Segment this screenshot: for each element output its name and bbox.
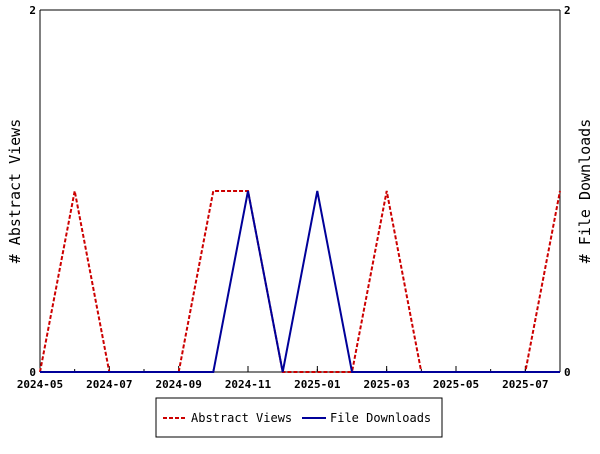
y-left-tick-label: 2 (29, 4, 36, 17)
x-tick-label: 2024-11 (225, 378, 272, 391)
x-tick-label: 2025-05 (433, 378, 479, 391)
x-tick-label: 2025-03 (363, 378, 409, 391)
legend-label-file-downloads: File Downloads (330, 411, 431, 425)
x-tick-label: 2025-01 (294, 378, 341, 391)
legend: Abstract Views File Downloads (155, 397, 443, 438)
series-lines (39, 190, 561, 373)
y-axis-left-label: # Abstract Views (6, 119, 24, 264)
series-line-file-downloads (40, 190, 560, 373)
y-right-tick-label: 2 (564, 4, 571, 17)
ticks: 2024-05 2024-07 2024-09 2024-11 2025-01 2025-… (17, 4, 571, 391)
x-tick-label: 2024-05 (17, 378, 63, 391)
x-tick-label: 2024-07 (86, 378, 132, 391)
y-axis-right-label: # File Downloads (576, 119, 594, 264)
axes (39, 9, 561, 373)
y-right-tick-label: 0 (564, 366, 571, 379)
x-tick-label: 2024-09 (155, 378, 201, 391)
legend-label-abstract-views: Abstract Views (191, 411, 292, 425)
legend-box (155, 397, 443, 438)
y-left-tick-label: 0 (29, 366, 36, 379)
x-tick-label: 2025-07 (502, 378, 548, 391)
